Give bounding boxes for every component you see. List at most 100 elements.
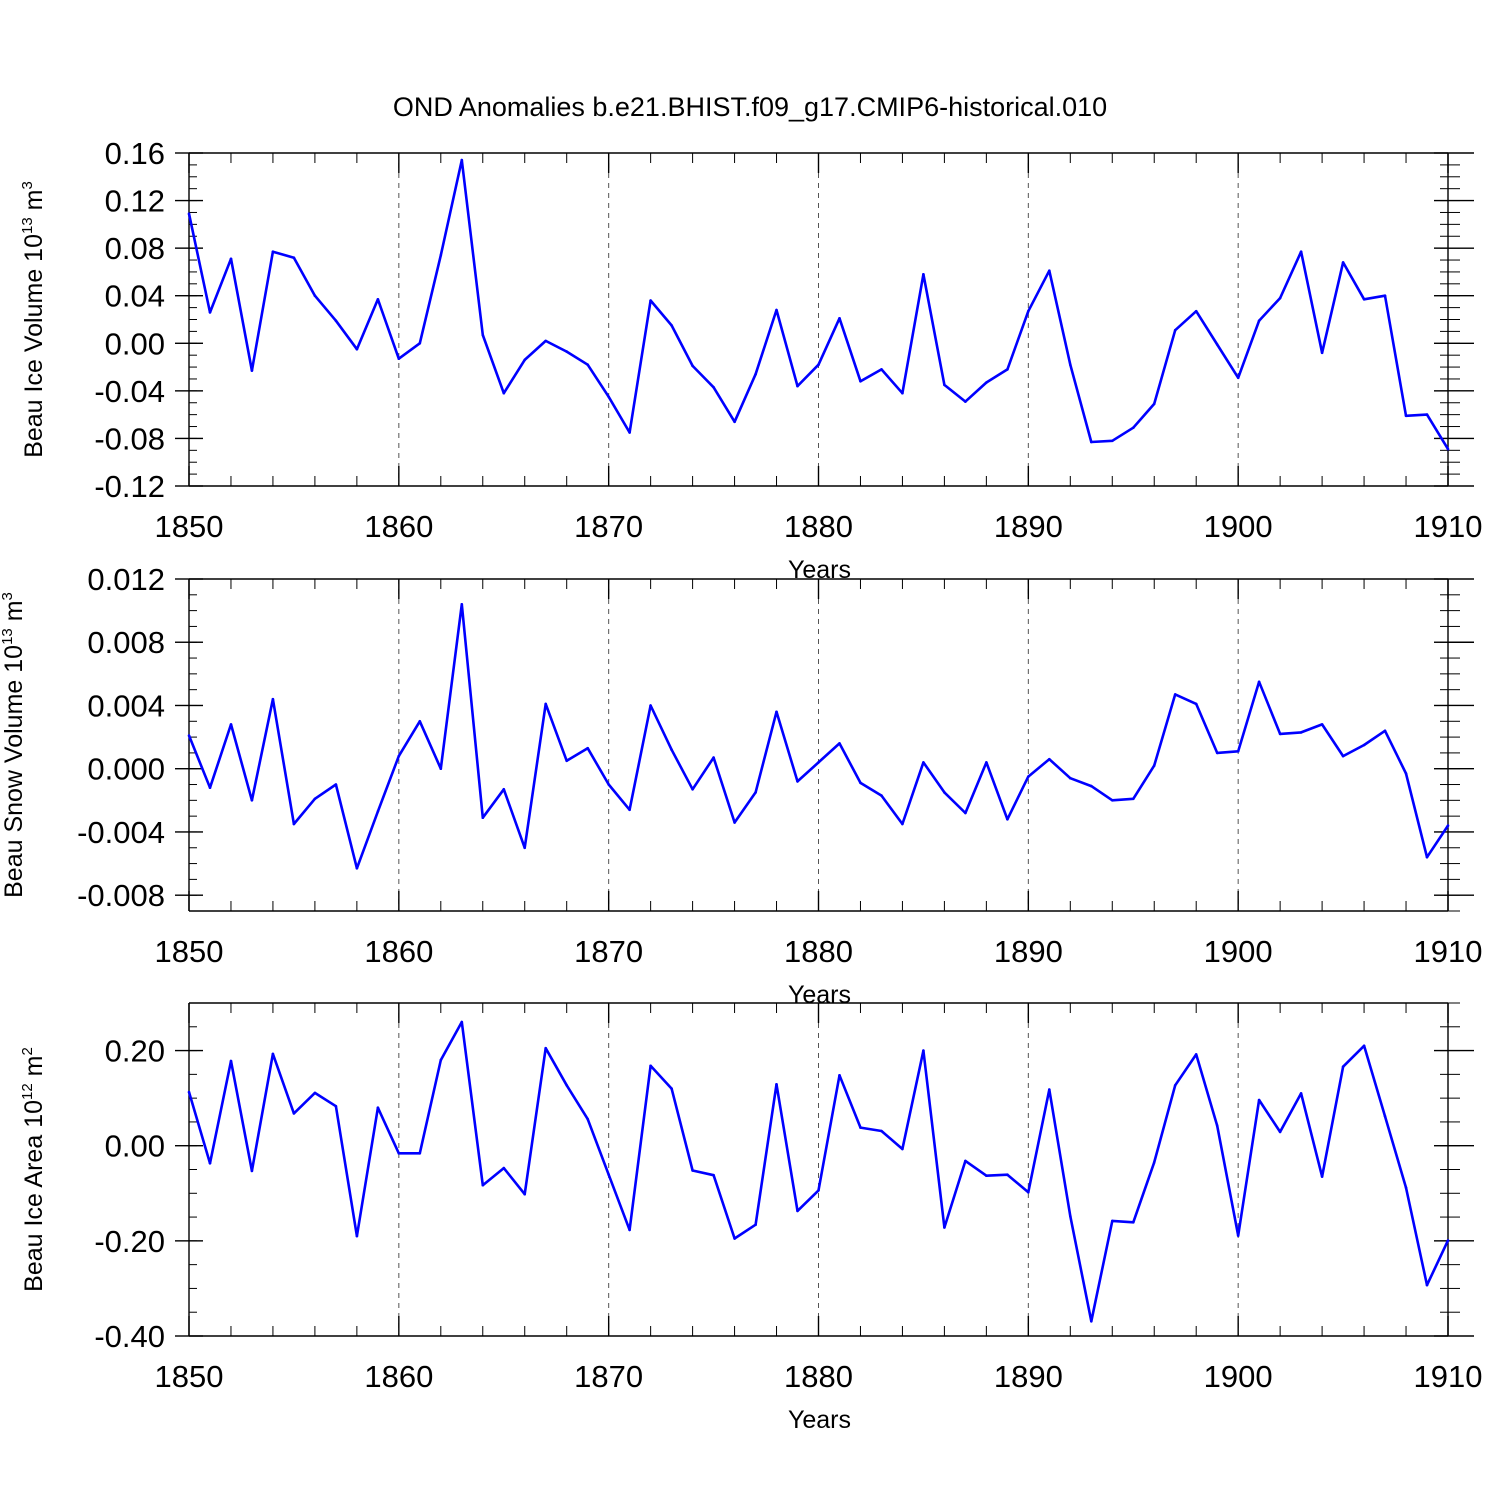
y-tick-label: 0.004 xyxy=(87,688,165,723)
data-point xyxy=(1362,298,1366,301)
data-point xyxy=(460,1020,464,1024)
y-tick-label: 0.008 xyxy=(87,625,165,660)
data-point xyxy=(712,756,715,759)
data-point xyxy=(250,369,254,372)
y-tick-label: 0.00 xyxy=(105,326,165,361)
data-point xyxy=(1341,1065,1345,1068)
data-point xyxy=(187,1090,191,1094)
data-point xyxy=(1132,1221,1135,1224)
data-point xyxy=(985,381,988,384)
data-point xyxy=(313,797,317,801)
x-tick-label: 1860 xyxy=(364,1359,433,1394)
data-point xyxy=(1446,447,1450,451)
data-point xyxy=(922,273,925,276)
chart-title: OND Anomalies b.e21.BHIST.f09_g17.CMIP6-… xyxy=(393,92,1107,122)
data-point xyxy=(1341,261,1345,264)
x-tick-label: 1910 xyxy=(1414,934,1483,969)
y-tick-label: 0.20 xyxy=(105,1034,165,1069)
data-point xyxy=(1152,1161,1156,1164)
data-point xyxy=(691,364,694,368)
y-tick-label: 0.08 xyxy=(105,231,165,266)
data-point xyxy=(1111,799,1114,802)
data-point xyxy=(649,704,652,707)
data-point xyxy=(1446,824,1450,827)
data-point xyxy=(1006,1173,1009,1176)
data-point xyxy=(1425,1283,1429,1287)
data-point xyxy=(1152,764,1156,767)
data-point xyxy=(376,298,380,301)
data-point xyxy=(1278,1130,1282,1134)
data-point xyxy=(229,723,233,726)
data-point xyxy=(187,212,191,215)
data-point xyxy=(313,1091,317,1095)
data-point xyxy=(901,1147,904,1151)
data-point xyxy=(628,431,631,434)
data-point xyxy=(901,391,904,395)
data-point xyxy=(754,372,757,376)
data-point xyxy=(796,780,799,783)
data-point xyxy=(208,1162,212,1165)
data-point xyxy=(397,754,401,758)
data-point xyxy=(1320,723,1324,726)
y-axis-label-exp: 13 xyxy=(0,628,16,645)
data-point xyxy=(1362,743,1366,747)
data-point xyxy=(460,158,464,162)
data-point xyxy=(1215,751,1219,755)
y-axis-label-unit-exp: 3 xyxy=(19,181,36,189)
data-point xyxy=(817,363,820,367)
data-point xyxy=(922,1049,925,1052)
data-point xyxy=(607,395,610,399)
data-point xyxy=(1111,439,1114,443)
data-point xyxy=(1257,1098,1261,1102)
y-axis-label: Beau Snow Volume 1013 m3 xyxy=(0,592,28,898)
x-tick-label: 1870 xyxy=(574,934,643,969)
data-point xyxy=(481,1183,485,1187)
x-tick-label: 1890 xyxy=(994,934,1063,969)
data-point xyxy=(1194,309,1198,313)
x-tick-label: 1880 xyxy=(784,1359,853,1394)
data-point xyxy=(1236,1234,1240,1237)
y-tick-label: 0.16 xyxy=(105,136,165,171)
data-point xyxy=(1383,729,1387,733)
data-point xyxy=(1132,426,1135,430)
data-point xyxy=(187,734,191,737)
data-point xyxy=(922,761,925,764)
data-point xyxy=(628,808,631,812)
data-point xyxy=(1048,269,1051,273)
data-point xyxy=(313,294,317,298)
data-point xyxy=(586,746,589,750)
data-point xyxy=(796,1209,799,1213)
data-point xyxy=(880,368,883,371)
data-point xyxy=(943,1226,946,1229)
data-point xyxy=(754,1223,757,1226)
data-point xyxy=(691,1169,694,1172)
data-point xyxy=(544,339,547,343)
x-tick-label: 1870 xyxy=(574,1359,643,1394)
x-tick-label: 1890 xyxy=(994,1359,1063,1394)
data-point xyxy=(250,1169,254,1173)
data-point xyxy=(775,308,778,312)
data-point xyxy=(397,357,401,361)
data-point xyxy=(418,342,422,345)
data-point xyxy=(1362,1044,1366,1048)
data-point xyxy=(565,759,568,763)
data-point xyxy=(796,384,799,388)
data-point xyxy=(1006,818,1009,821)
x-tick-label: 1860 xyxy=(364,509,433,544)
data-point xyxy=(586,363,589,367)
data-point xyxy=(1404,1186,1408,1189)
data-point xyxy=(670,324,673,327)
data-point xyxy=(670,1087,673,1090)
data-point xyxy=(292,1112,296,1115)
x-tick-label: 1910 xyxy=(1414,1359,1483,1394)
data-point xyxy=(1090,1320,1093,1323)
data-point xyxy=(691,788,694,791)
data-point xyxy=(1278,732,1282,736)
x-tick-label: 1880 xyxy=(784,509,853,544)
x-tick-label: 1910 xyxy=(1414,509,1483,544)
data-point xyxy=(1299,250,1303,253)
data-point xyxy=(817,761,820,764)
y-tick-label: 0.00 xyxy=(105,1129,165,1164)
data-point xyxy=(607,1173,610,1176)
